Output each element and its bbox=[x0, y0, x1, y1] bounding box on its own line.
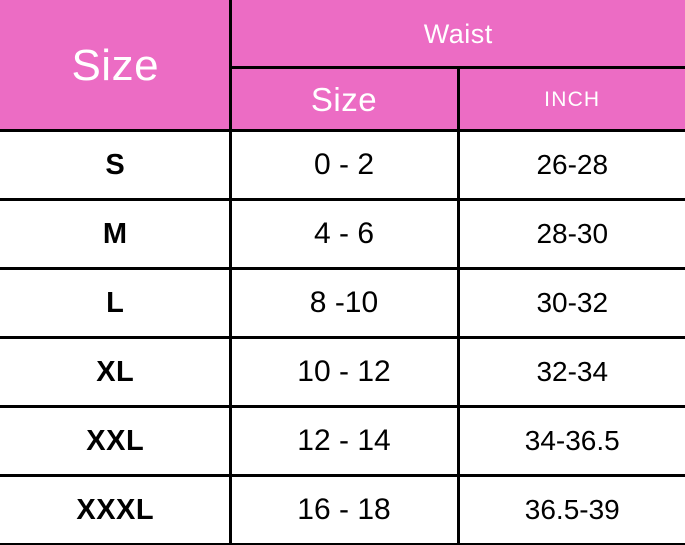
column-header-waist-size: Size bbox=[228, 66, 460, 132]
cell-waist-size: 10 - 12 bbox=[228, 336, 460, 408]
column-header-waist-group: Waist bbox=[228, 0, 685, 69]
cell-waist-size: 12 - 14 bbox=[228, 405, 460, 477]
cell-size: L bbox=[0, 267, 232, 339]
table-row: XXXL 16 - 18 36.5-39 bbox=[0, 474, 685, 545]
column-header-size: Size bbox=[0, 0, 232, 132]
table-row: XXL 12 - 14 34-36.5 bbox=[0, 405, 685, 477]
table-row: XL 10 - 12 32-34 bbox=[0, 336, 685, 408]
table-row: M 4 - 6 28-30 bbox=[0, 198, 685, 270]
cell-size: S bbox=[0, 129, 232, 201]
cell-size: XL bbox=[0, 336, 232, 408]
header-row-primary: Size Waist bbox=[0, 0, 685, 132]
cell-waist-size: 0 - 2 bbox=[228, 129, 460, 201]
cell-waist-inch: 26-28 bbox=[456, 129, 685, 201]
cell-size: XXL bbox=[0, 405, 232, 477]
table-header: Size Waist Size INCH bbox=[0, 0, 685, 132]
cell-waist-inch: 32-34 bbox=[456, 336, 685, 408]
cell-waist-size: 16 - 18 bbox=[228, 474, 460, 545]
cell-size: M bbox=[0, 198, 232, 270]
cell-waist-inch: 30-32 bbox=[456, 267, 685, 339]
cell-waist-size: 4 - 6 bbox=[228, 198, 460, 270]
cell-waist-inch: 34-36.5 bbox=[456, 405, 685, 477]
column-header-waist-inch: INCH bbox=[456, 66, 685, 132]
table-body: S 0 - 2 26-28 M 4 - 6 28-30 L 8 -10 30-3… bbox=[0, 129, 685, 545]
header-row-secondary: Size INCH bbox=[1, 66, 685, 132]
cell-waist-inch: 28-30 bbox=[456, 198, 685, 270]
cell-waist-size: 8 -10 bbox=[228, 267, 460, 339]
cell-size: XXXL bbox=[0, 474, 232, 545]
table-row: L 8 -10 30-32 bbox=[0, 267, 685, 339]
cell-waist-inch: 36.5-39 bbox=[456, 474, 685, 545]
table-row: S 0 - 2 26-28 bbox=[0, 129, 685, 201]
